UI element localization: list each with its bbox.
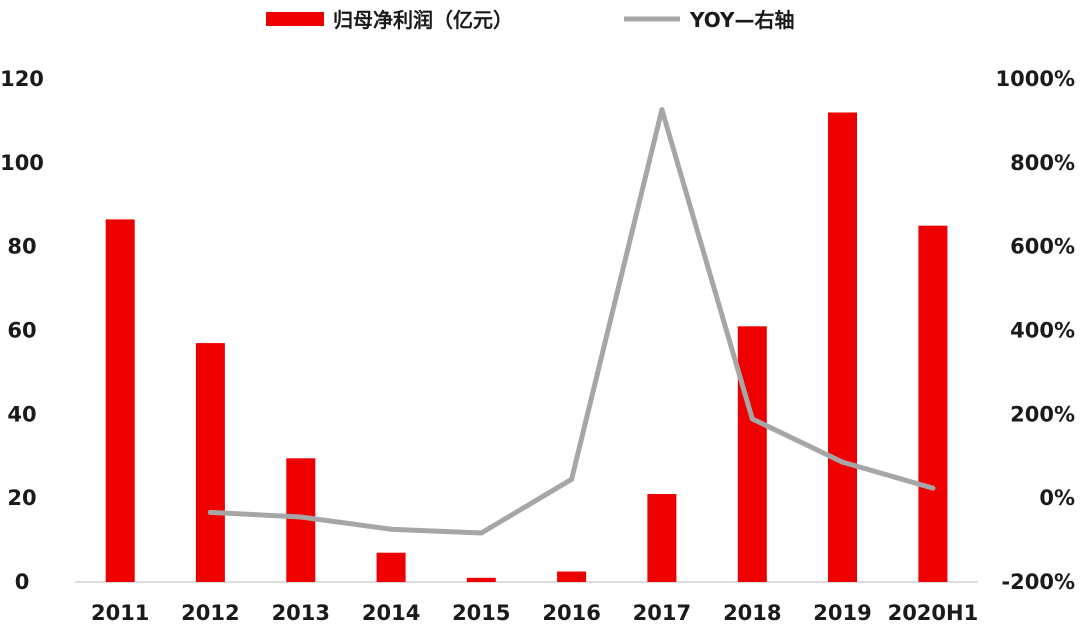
legend-label-line: YOY—右轴 [689, 8, 795, 32]
yoy-point-2020H1 [930, 485, 936, 491]
x-tick-label: 2015 [452, 601, 510, 625]
x-tick-label: 2020H1 [888, 601, 979, 625]
legend-label-bar: 归母净利润（亿元） [333, 8, 513, 32]
yoy-line [207, 107, 936, 536]
bar-2015 [466, 577, 496, 582]
yoy-point-2017 [659, 107, 665, 113]
left-tick-label: 100 [0, 151, 44, 175]
bar-2016 [557, 571, 587, 582]
legend-swatch-bar [266, 12, 324, 26]
right-tick-label: -200% [1001, 570, 1075, 594]
x-tick-label: 2019 [813, 601, 871, 625]
bar-2014 [376, 552, 406, 582]
right-tick-label: 200% [1010, 402, 1075, 426]
yoy-point-2019 [840, 459, 845, 465]
left-tick-label: 40 [7, 402, 36, 426]
yoy-point-2014 [388, 526, 394, 532]
left-axis-ticks: 0 20 40 60 80 100 120 [0, 67, 44, 594]
yoy-point-2013 [298, 514, 304, 520]
legend: 归母净利润（亿元） YOY—右轴 [266, 8, 795, 32]
left-tick-label: 60 [7, 319, 36, 343]
right-axis-ticks: -200% 0% 200% 400% 600% 800% 1000% [996, 67, 1076, 594]
x-tick-label: 2017 [633, 601, 691, 625]
right-tick-label: 600% [1010, 235, 1075, 259]
right-tick-label: 800% [1010, 151, 1075, 175]
x-tick-label: 2016 [542, 601, 600, 625]
x-tick-label: 2013 [272, 601, 330, 625]
yoy-point-2012 [207, 509, 213, 515]
yoy-line-series [207, 107, 936, 536]
yoy-point-2015 [478, 530, 484, 536]
bar-2012 [195, 343, 225, 582]
bar-2018 [737, 326, 767, 582]
left-tick-label: 80 [7, 235, 36, 259]
right-tick-label: 0% [1039, 486, 1075, 510]
bar-2011 [105, 219, 135, 582]
x-axis-ticks: 2011 2012 2013 2014 2015 2016 2017 2018 2019 2020… [91, 601, 978, 625]
left-tick-label: 0 [15, 570, 30, 594]
bar-2019 [828, 112, 857, 582]
bar-2017 [647, 494, 677, 582]
yoy-point-2016 [569, 476, 575, 482]
bar-series [105, 112, 948, 582]
right-tick-label: 1000% [996, 67, 1076, 91]
bar-2020H1 [918, 225, 948, 582]
x-tick-label: 2014 [362, 601, 420, 625]
x-tick-label: 2012 [181, 601, 239, 625]
yoy-point-2018 [749, 416, 755, 422]
left-tick-label: 20 [7, 486, 36, 510]
right-tick-label: 400% [1010, 319, 1075, 343]
x-tick-label: 2011 [91, 601, 149, 625]
x-tick-label: 2018 [723, 601, 781, 625]
left-tick-label: 120 [0, 67, 44, 91]
